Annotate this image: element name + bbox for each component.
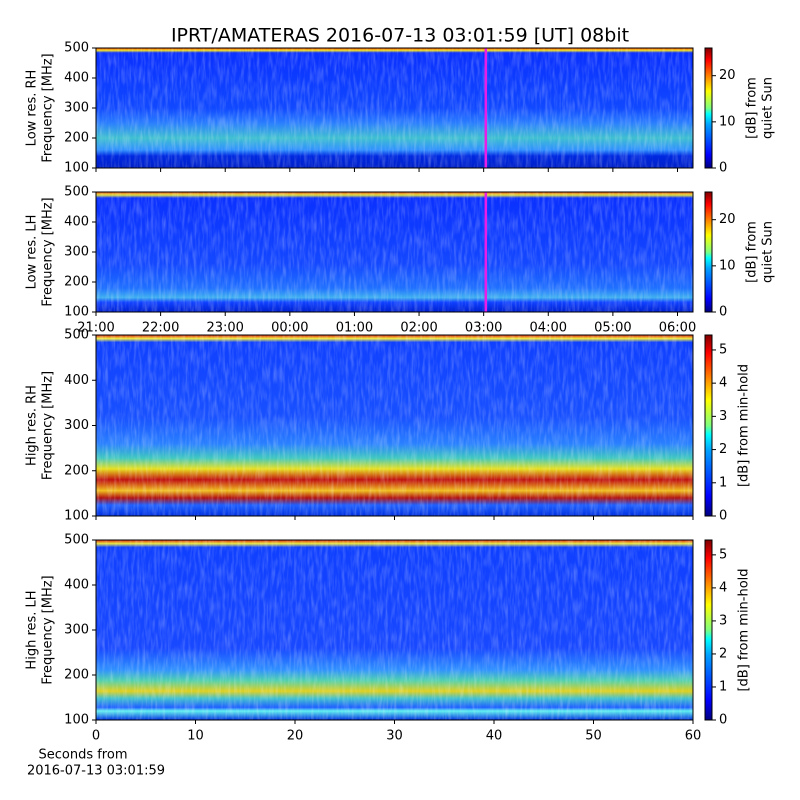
colorbar-tick-label: 0 [719,509,727,524]
colorbar-tick-label: 0 [719,161,727,176]
colorbar-tick-label: 1 [719,475,727,490]
x-tick-label: 50 [585,729,602,744]
y-tick-label: 100 [64,161,89,176]
colorbar-tick-label: 3 [719,613,727,628]
x-tick-label: 20 [287,729,304,744]
spectrogram-texture [96,335,693,516]
x-axis-label: Seconds from [38,748,127,763]
x-tick-label: 00:00 [271,321,308,336]
colorbar-label: [dB] from [745,77,760,139]
colorbar [705,48,712,168]
colorbar-label: [dB] from min-hold [737,364,752,487]
x-tick-label: 21:00 [77,321,114,336]
y-tick-label: 200 [64,275,89,290]
colorbar-tick-label: 10 [719,114,736,129]
y-tick-label: 400 [64,215,89,230]
x-tick-label: 05:00 [594,321,631,336]
colorbar-tick-label: 4 [719,376,727,391]
spectrogram-texture [96,192,693,312]
spectrogram-texture [96,540,693,720]
y-axis-label: Low res. LH [25,215,40,290]
y-tick-label: 200 [64,463,89,478]
x-tick-label: 60 [685,729,702,744]
x-tick-label: 23:00 [206,321,243,336]
colorbar-tick-label: 0 [719,305,727,320]
y-axis-label: Frequency [MHz] [41,197,56,306]
colorbar-tick-label: 0 [719,713,727,728]
y-axis-label: Frequency [MHz] [41,53,56,162]
spectrogram-texture [96,48,693,168]
x-tick-label: 06:00 [659,321,696,336]
colorbar-label: quiet Sun [761,221,776,283]
y-tick-label: 300 [64,623,89,638]
figure-title: IPRT/AMATERAS 2016-07-13 03:01:59 [UT] 0… [171,25,629,47]
y-axis-label: Low res. RH [25,70,40,147]
y-tick-label: 500 [64,328,89,343]
y-tick-label: 400 [64,578,89,593]
x-tick-label: 40 [486,729,503,744]
colorbar-frame [704,191,713,313]
colorbar-frame [704,47,713,169]
y-tick-label: 300 [64,101,89,116]
colorbar-tick-label: 20 [719,68,736,83]
y-tick-label: 500 [64,41,89,56]
y-tick-label: 400 [64,373,89,388]
colorbar [705,335,712,516]
colorbar-label: [dB] from min-hold [737,568,752,691]
y-axis-label: High res. RH [25,385,40,466]
colorbar-label: [dB] from [745,221,760,283]
x-axis-label: 2016-07-13 03:01:59 [27,764,165,779]
x-tick-label: 02:00 [400,321,437,336]
x-tick-label: 03:00 [465,321,502,336]
x-tick-label: 30 [386,729,403,744]
colorbar-tick-label: 3 [719,409,727,424]
y-tick-label: 400 [64,71,89,86]
colorbar-frame [704,539,713,721]
colorbar-tick-label: 2 [719,646,727,661]
y-tick-label: 200 [64,668,89,683]
colorbar-tick-label: 1 [719,679,727,694]
x-tick-label: 04:00 [530,321,567,336]
colorbar-tick-label: 5 [719,342,727,357]
x-tick-label: 10 [187,729,204,744]
y-axis-label: High res. LH [25,590,40,669]
y-tick-label: 100 [64,713,89,728]
y-tick-label: 200 [64,131,89,146]
colorbar [705,192,712,312]
y-tick-label: 500 [64,533,89,548]
colorbar-frame [704,334,713,517]
x-tick-label: 0 [92,729,100,744]
x-tick-label: 01:00 [336,321,373,336]
y-axis-label: Frequency [MHz] [41,371,56,480]
colorbar-tick-label: 4 [719,580,727,595]
y-tick-label: 300 [64,418,89,433]
colorbar-tick-label: 2 [719,442,727,457]
y-tick-label: 100 [64,509,89,524]
y-axis-label: Frequency [MHz] [41,575,56,684]
y-tick-label: 300 [64,245,89,260]
x-tick-label: 22:00 [142,321,179,336]
colorbar-label: quiet Sun [761,77,776,139]
colorbar [705,540,712,720]
colorbar-tick-label: 10 [719,258,736,273]
colorbar-tick-label: 20 [719,212,736,227]
y-tick-label: 100 [64,305,89,320]
colorbar-tick-label: 5 [719,547,727,562]
y-tick-label: 500 [64,185,89,200]
